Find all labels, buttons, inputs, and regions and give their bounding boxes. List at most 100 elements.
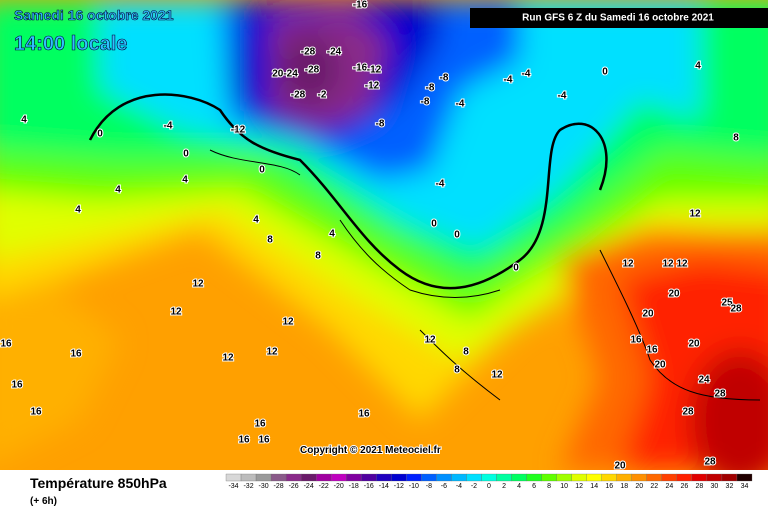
contour-label: 20: [614, 461, 626, 472]
legend-swatch: [406, 473, 422, 482]
contour-label: -12: [231, 125, 246, 136]
contour-label: 0: [602, 67, 608, 78]
contour-label: 16: [358, 409, 370, 420]
contour-label: 20: [654, 360, 666, 371]
contour-label: 12: [676, 259, 688, 270]
contour-label: 0: [454, 230, 460, 241]
contour-label: 0: [513, 263, 519, 274]
contour-label: 16: [646, 345, 658, 356]
legend-tick: -4: [456, 483, 462, 490]
legend-swatch: [436, 473, 452, 482]
contour-label: -16: [353, 63, 368, 74]
contour-label: 0: [259, 165, 265, 176]
legend-swatch: [646, 473, 662, 482]
legend-tick: 24: [665, 483, 673, 490]
contour-label: 28: [682, 407, 694, 418]
legend-swatch: [721, 473, 738, 482]
contour-label: -16: [353, 0, 368, 11]
legend-swatch: [285, 473, 302, 482]
contour-label: -8: [376, 119, 385, 130]
contour-label: 20: [688, 339, 700, 350]
legend-tick: 30: [711, 483, 719, 490]
contour-label: 4: [115, 185, 121, 196]
legend-tick: 2: [502, 483, 506, 490]
contour-label: 4: [75, 205, 81, 216]
legend-tick: 4: [517, 483, 521, 490]
contour-label: 12: [266, 347, 278, 358]
legend-tick: -24: [304, 483, 314, 490]
contour-label: 25: [721, 298, 733, 309]
contour-label: 12: [222, 353, 234, 364]
zero-contour: [88, 93, 608, 290]
legend-tick: -22: [319, 483, 329, 490]
legend-swatch: [736, 473, 753, 482]
legend-tick: -6: [441, 483, 447, 490]
contour-label: 16: [258, 435, 270, 446]
legend-swatch: [631, 473, 647, 482]
legend-swatch: [691, 473, 708, 482]
legend-tick: 14: [590, 483, 598, 490]
legend-tick: -28: [274, 483, 284, 490]
contour-label: 0: [97, 129, 103, 140]
legend-tick: -10: [409, 483, 419, 490]
legend-swatch: [586, 473, 602, 482]
legend-tick: -18: [349, 483, 359, 490]
contour-label: 16: [0, 339, 12, 350]
legend-swatch: [316, 473, 332, 482]
legend-swatch: [616, 473, 632, 482]
contour-label: -28: [291, 90, 306, 101]
contour-label: 28: [714, 389, 726, 400]
legend-swatch: [300, 473, 317, 482]
legend-tick: 20: [635, 483, 643, 490]
legend-tick: -34: [228, 483, 238, 490]
contour-label: 16: [30, 407, 42, 418]
contour-label: 16: [70, 349, 82, 360]
contour-label: -2: [318, 90, 327, 101]
contour-label: 20-24: [272, 69, 298, 80]
legend-tick: 16: [605, 483, 613, 490]
contour-label: 16: [254, 419, 266, 430]
contour-label: 12: [192, 279, 204, 290]
legend-tick: 34: [741, 483, 749, 490]
legend-tick: 10: [560, 483, 568, 490]
legend-swatch: [255, 473, 272, 482]
lead-time: (+ 6h): [30, 496, 57, 507]
contour-label: 4: [182, 175, 188, 186]
contour-label: -8: [426, 83, 435, 94]
legend-tick: -14: [379, 483, 389, 490]
contour-label: 12: [689, 209, 701, 220]
contour-label: -4: [436, 179, 445, 190]
contour-label: -28: [301, 47, 316, 58]
contour-label: -24: [327, 47, 342, 58]
legend-tick: -26: [289, 483, 299, 490]
legend-swatch: [451, 473, 467, 482]
legend-tick: 18: [620, 483, 628, 490]
legend-swatch: [391, 473, 407, 482]
contour-label: 12: [662, 259, 674, 270]
temperature-field: [0, 0, 768, 470]
contour-label: -8: [421, 97, 430, 108]
legend-swatch: [466, 473, 482, 482]
legend-tick: 12: [575, 483, 583, 490]
legend-tick: 22: [650, 483, 658, 490]
contour-label: 8: [733, 133, 739, 144]
legend-swatch: [240, 473, 257, 482]
date: Samedi 16 octobre 2021: [14, 7, 174, 23]
legend-swatch: [541, 473, 557, 482]
legend-tick: 6: [532, 483, 536, 490]
legend-swatch: [270, 473, 287, 482]
contour-label: 0: [183, 149, 189, 160]
contour-label: 12: [170, 307, 182, 318]
legend-tick: -20: [334, 483, 344, 490]
legend-tick: -32: [243, 483, 253, 490]
legend-swatch: [361, 473, 377, 482]
legend-swatch: [676, 473, 693, 482]
legend-tick: -30: [259, 483, 269, 490]
contour-label: 28: [730, 304, 742, 315]
legend-tick: 32: [726, 483, 734, 490]
legend-swatch: [706, 473, 723, 482]
legend-swatch: [601, 473, 617, 482]
contour-label: 28: [704, 457, 716, 468]
contour-label: 8: [267, 235, 273, 246]
